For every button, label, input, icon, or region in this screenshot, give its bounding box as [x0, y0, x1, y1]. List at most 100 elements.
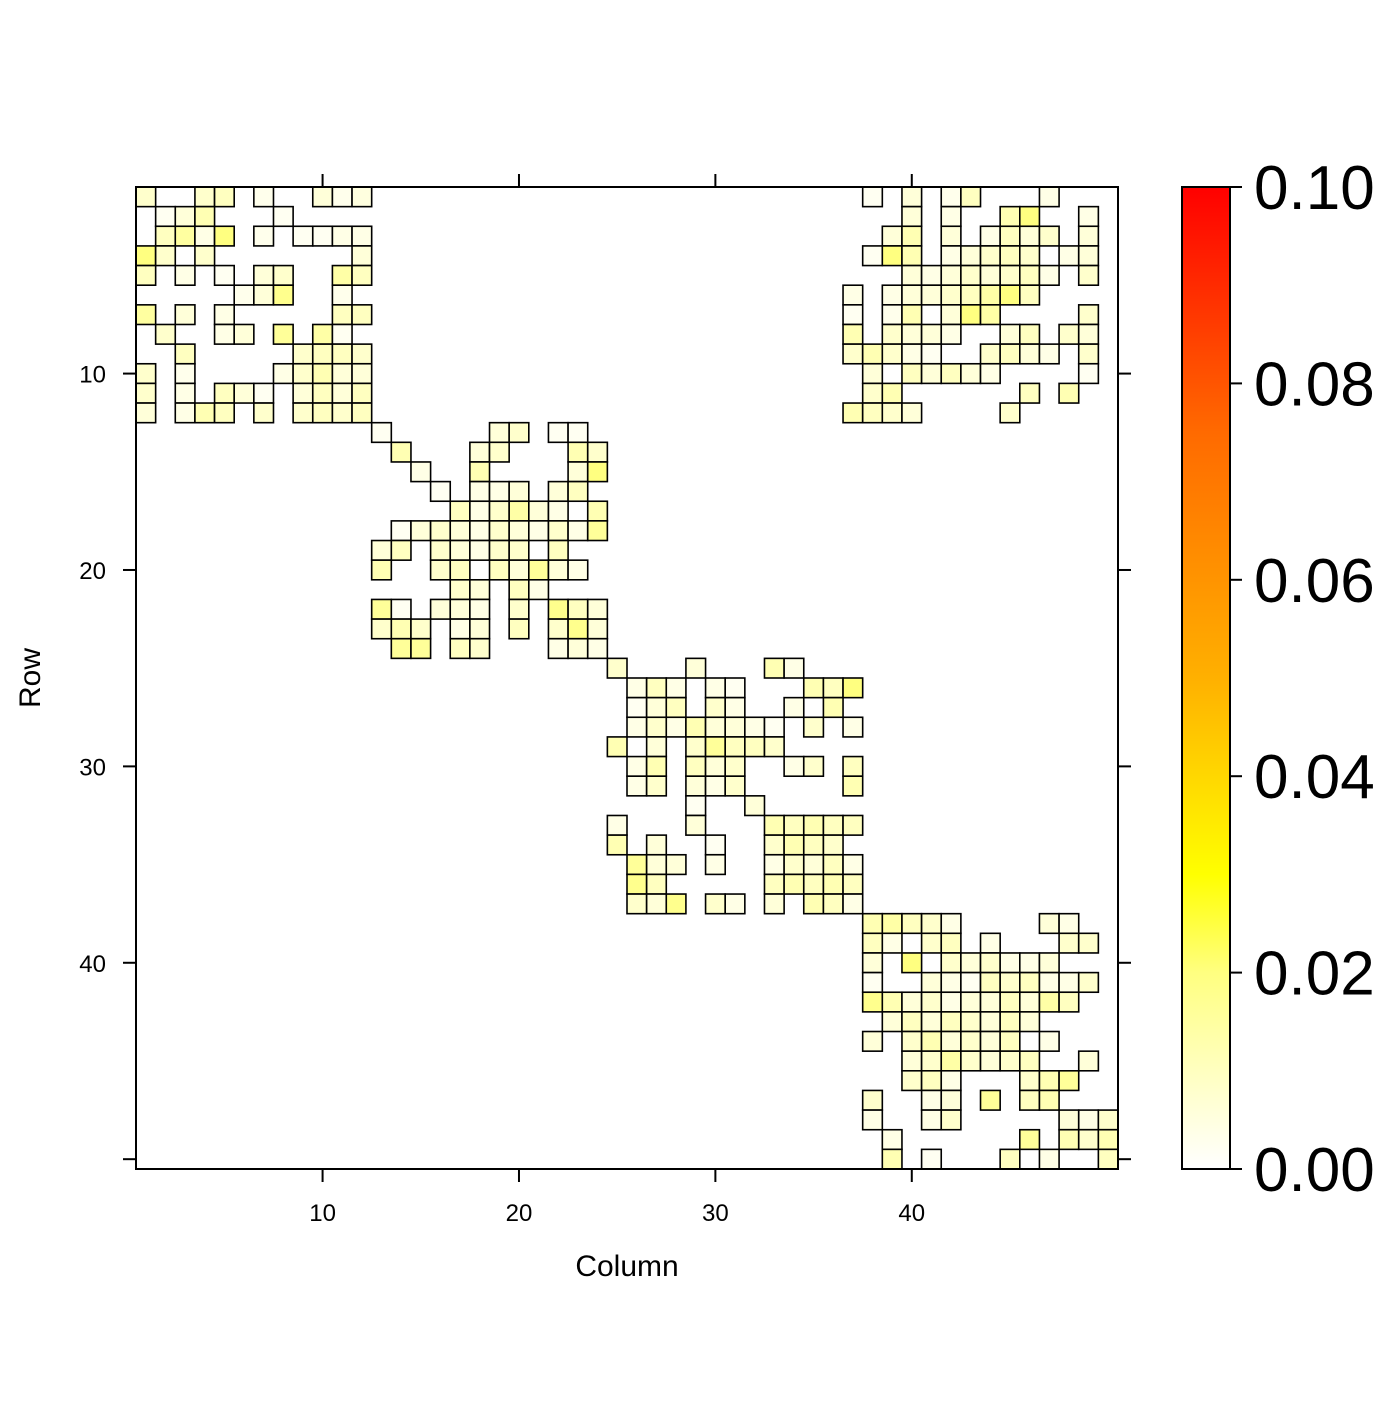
heatmap-cell [999, 1030, 1021, 1052]
heatmap-cell [469, 500, 491, 522]
heatmap-cell [665, 893, 687, 915]
heatmap-cell [135, 402, 157, 424]
heatmap-cell [527, 520, 550, 542]
heatmap-cell [1077, 304, 1100, 326]
heatmap-cell [311, 362, 334, 385]
heatmap-cell [704, 893, 726, 915]
heatmap-cell [174, 343, 196, 365]
heatmap-cell [1077, 343, 1100, 365]
heatmap-cell [390, 598, 412, 620]
heatmap-cell [174, 304, 196, 326]
heatmap-cell [960, 1050, 982, 1072]
heatmap-cell [960, 991, 982, 1013]
heatmap-cell [488, 480, 510, 503]
heatmap-cell [174, 205, 196, 228]
heatmap-cell [253, 284, 275, 306]
heatmap-cell [567, 441, 589, 463]
heatmap-cell [920, 1050, 943, 1072]
heatmap-cell [547, 520, 569, 542]
heatmap-cell [1077, 362, 1100, 385]
heatmap-cell [311, 382, 334, 404]
heatmap-cell [999, 264, 1021, 286]
heatmap-cell [1018, 382, 1041, 404]
heatmap-cell [410, 618, 432, 640]
heatmap-cell [842, 853, 864, 876]
heatmap-cell [763, 873, 785, 895]
heatmap-cell [331, 304, 353, 326]
heatmap-cell [1018, 1128, 1041, 1151]
heatmap-cell [763, 893, 785, 915]
heatmap-cell [606, 736, 628, 758]
heatmap-cell [390, 441, 412, 463]
heatmap-cell [469, 578, 491, 601]
heatmap-cell [429, 598, 452, 620]
heatmap-cell [1077, 264, 1100, 286]
heatmap-cell [567, 421, 589, 444]
heatmap-cell [920, 932, 943, 954]
heatmap-cell [960, 971, 982, 994]
heatmap-cell [586, 520, 609, 542]
heatmap-cell [1038, 225, 1060, 247]
heatmap-cell [567, 559, 589, 581]
heatmap-cell [645, 677, 668, 699]
heatmap-cell [842, 814, 864, 836]
heatmap-cell [940, 912, 962, 935]
heatmap-cell [940, 1109, 962, 1131]
heatmap-cell [960, 245, 982, 267]
heatmap-cell [1018, 952, 1041, 974]
heatmap-cell [1038, 991, 1060, 1013]
heatmap-cell [449, 578, 471, 601]
heatmap-cell [685, 775, 707, 797]
heatmap-cell [979, 284, 1001, 306]
heatmap-cell [1038, 1148, 1060, 1170]
heatmap-cell [685, 755, 707, 777]
heatmap-cell [469, 598, 491, 620]
heatmap-cell [979, 971, 1001, 994]
heatmap-cell [704, 834, 726, 856]
heatmap-cell [861, 343, 884, 365]
heatmap-cell [901, 245, 923, 267]
heatmap-cell [881, 323, 903, 345]
heatmap-cell [370, 539, 393, 561]
heatmap-cell [783, 834, 805, 856]
heatmap-cell [940, 991, 962, 1013]
heatmap-cell [645, 755, 668, 777]
heatmap-cell [488, 441, 510, 463]
heatmap-cell [1018, 264, 1041, 286]
heatmap-cell [1038, 1030, 1060, 1052]
heatmap-cell [331, 225, 353, 247]
heatmap-cell [213, 402, 235, 424]
heatmap-cell [645, 775, 668, 797]
heatmap-cell [842, 716, 864, 738]
heatmap-cell [861, 912, 884, 935]
heatmap-cell [960, 362, 982, 385]
heatmap-cell [704, 677, 726, 699]
heatmap-cell [370, 421, 393, 444]
y-axis-label: Row [14, 648, 47, 708]
y-tick-label: 20 [79, 558, 106, 585]
heatmap-cell [940, 264, 962, 286]
heatmap-cell [449, 637, 471, 660]
heatmap-cell [272, 284, 294, 306]
heatmap-cell [272, 205, 294, 228]
heatmap-cell [861, 402, 884, 424]
heatmap-cell [881, 991, 903, 1013]
heatmap-cell [940, 225, 962, 247]
heatmap-cell [822, 873, 844, 895]
heatmap-cell [1018, 1089, 1041, 1111]
heatmap-cell [1038, 1089, 1060, 1111]
heatmap-cell [292, 225, 314, 247]
heatmap-cell [842, 893, 864, 915]
heatmap-cell [724, 775, 746, 797]
heatmap-cell [802, 814, 825, 836]
colorbar-ticks: 0.00 0.02 0.04 0.06 0.08 0.10 [1230, 154, 1375, 1205]
heatmap-cell [1018, 1011, 1041, 1033]
heatmap-cell [940, 952, 962, 974]
heatmap-cell [292, 382, 314, 404]
heatmap-cell [979, 1030, 1001, 1052]
heatmap-cell [626, 775, 648, 797]
heatmap-cell [508, 539, 530, 561]
heatmap-cell [292, 402, 314, 424]
heatmap-cell [213, 225, 235, 247]
